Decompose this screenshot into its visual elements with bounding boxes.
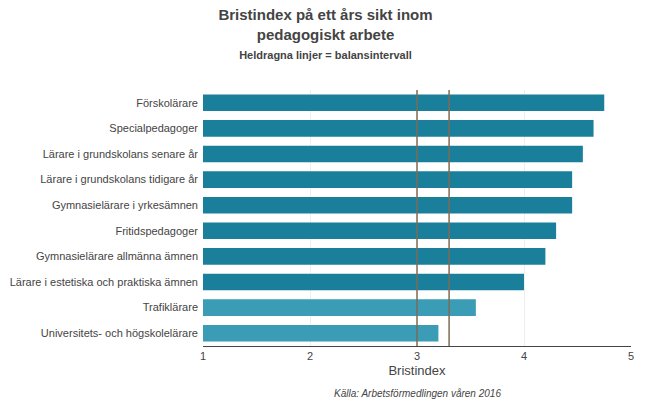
svg-text:Källa: Arbetsförmedlingen våre: Källa: Arbetsförmedlingen våren 2016 — [334, 388, 501, 399]
svg-text:Bristindex på ett års sikt ino: Bristindex på ett års sikt inompedagogis… — [218, 6, 432, 61]
svg-text:3: 3 — [414, 350, 420, 362]
svg-text:Lärare i estetiska och praktis: Lärare i estetiska och praktiska ämnen — [10, 276, 198, 288]
svg-text:4: 4 — [521, 350, 527, 362]
svg-text:Gymnasielärare allmänna ämnen: Gymnasielärare allmänna ämnen — [36, 250, 198, 262]
svg-text:Gymnasielärare i yrkesämnen: Gymnasielärare i yrkesämnen — [52, 199, 198, 211]
svg-text:Förskolärare: Förskolärare — [136, 97, 198, 109]
svg-text:Bristindex: Bristindex — [388, 363, 446, 378]
svg-text:5: 5 — [628, 350, 634, 362]
svg-text:Lärare i grundskolans tidigare: Lärare i grundskolans tidigare år — [40, 173, 198, 185]
svg-text:1: 1 — [200, 350, 206, 362]
svg-text:Trafiklärare: Trafiklärare — [143, 301, 198, 313]
svg-text:Fritidspedagoger: Fritidspedagoger — [115, 225, 198, 237]
svg-text:Specialpedagoger: Specialpedagoger — [109, 122, 198, 134]
svg-text:Universitets- och högskolelära: Universitets- och högskolelärare — [41, 327, 198, 339]
svg-text:Lärare i grundskolans senare å: Lärare i grundskolans senare år — [43, 148, 199, 160]
svg-text:2: 2 — [307, 350, 313, 362]
